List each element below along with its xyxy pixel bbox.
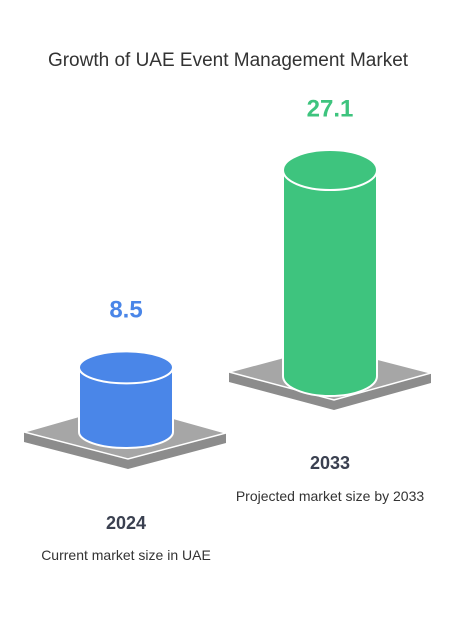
cylinder-top [282,149,378,192]
value-label: 8.5 [109,297,142,324]
platform-side [24,432,226,469]
cylinder [78,350,174,449]
cylinder-body [282,169,378,397]
cylinder-top [78,350,174,385]
category-label: 2033 [310,453,350,473]
description: Current market size in UAE [41,547,211,563]
cylinder [282,149,378,397]
cylinder-body [78,366,174,449]
description: Projected market size by 2033 [235,488,425,504]
platform-side [229,372,431,410]
chart-title: Growth of UAE Event Management Market [48,50,409,71]
category-label: 2024 [106,513,146,533]
value-label: 27.1 [307,95,354,122]
